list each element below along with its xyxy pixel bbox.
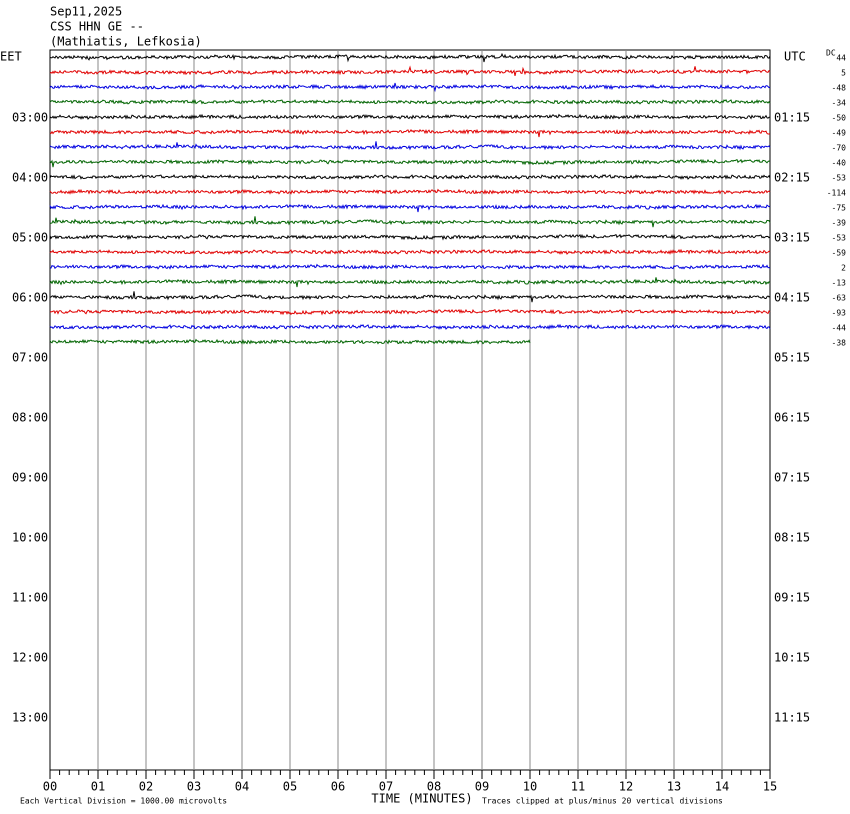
date: Sep11,2025 xyxy=(50,5,122,19)
left-hour-label: 09:00 xyxy=(12,471,48,485)
right-hour-label: 08:15 xyxy=(774,531,810,545)
right-hour-label: 07:15 xyxy=(774,471,810,485)
x-tick-label: 00 xyxy=(43,780,57,794)
scale-note: Each Vertical Division = 1000.00 microvo… xyxy=(20,797,227,806)
dc-offset: -44 xyxy=(832,324,847,333)
left-hour-label: 04:00 xyxy=(12,171,48,185)
location: (Mathiatis, Lefkosia) xyxy=(50,35,202,49)
dc-offset: -48 xyxy=(832,84,847,93)
right-hour-label: 06:15 xyxy=(774,411,810,425)
dc-offset: -114 xyxy=(827,189,846,198)
left-axis-label: EET xyxy=(0,50,22,64)
x-tick-label: 13 xyxy=(667,780,681,794)
trace xyxy=(49,188,771,195)
dc-offset: -75 xyxy=(832,204,847,213)
dc-offset: -13 xyxy=(832,279,847,288)
trace xyxy=(49,203,771,213)
trace xyxy=(49,248,771,255)
dc-offset: -53 xyxy=(832,234,847,243)
x-tick-label: 02 xyxy=(139,780,153,794)
left-hour-label: 05:00 xyxy=(12,231,48,245)
dc-offset: 5 xyxy=(841,69,846,78)
left-hour-label: 11:00 xyxy=(12,591,48,605)
x-tick-label: 07 xyxy=(379,780,393,794)
left-hour-label: 07:00 xyxy=(12,351,48,365)
trace xyxy=(49,263,771,270)
left-hour-label: 10:00 xyxy=(12,531,48,545)
right-hour-label: 04:15 xyxy=(774,291,810,305)
plot-frame xyxy=(49,49,771,771)
x-tick-label: 12 xyxy=(619,780,633,794)
station: CSS HHN GE -- xyxy=(50,20,144,34)
x-axis-label: TIME (MINUTES) xyxy=(371,792,472,806)
left-hour-label: 03:00 xyxy=(12,111,48,125)
left-hour-label: 06:00 xyxy=(12,291,48,305)
x-tick-label: 04 xyxy=(235,780,249,794)
left-hour-label: 12:00 xyxy=(12,651,48,665)
trace xyxy=(49,338,531,345)
dc-offset: -40 xyxy=(832,159,847,168)
trace xyxy=(50,216,771,228)
right-hour-label: 09:15 xyxy=(774,591,810,605)
left-hour-label: 13:00 xyxy=(12,711,48,725)
dc-offset: -38 xyxy=(832,339,847,348)
trace xyxy=(49,233,771,241)
trace xyxy=(49,291,771,303)
dc-offset: 2 xyxy=(841,264,846,273)
dc-offset: -70 xyxy=(832,144,847,153)
right-hour-label: 03:15 xyxy=(774,231,810,245)
dc-offset: -63 xyxy=(832,294,847,303)
dc-offset: -49 xyxy=(832,129,847,138)
x-tick-label: 03 xyxy=(187,780,201,794)
left-hour-label: 08:00 xyxy=(12,411,48,425)
trace xyxy=(49,174,771,180)
right-hour-label: 11:15 xyxy=(774,711,810,725)
trace xyxy=(49,158,771,168)
trace xyxy=(49,323,771,330)
dc-offset: 44 xyxy=(836,54,846,63)
trace xyxy=(49,82,771,93)
right-hour-label: 01:15 xyxy=(774,111,810,125)
trace xyxy=(49,277,771,288)
trace xyxy=(49,128,771,138)
right-hour-label: 10:15 xyxy=(774,651,810,665)
trace xyxy=(49,65,771,77)
x-tick-label: 15 xyxy=(763,780,777,794)
right-axis-label: UTC xyxy=(784,50,806,64)
trace xyxy=(49,141,771,151)
dc-offset: -93 xyxy=(832,309,847,318)
dc-offset: -59 xyxy=(832,249,847,258)
x-tick-label: 01 xyxy=(91,780,105,794)
trace xyxy=(49,52,771,63)
x-tick-label: 08 xyxy=(427,780,441,794)
trace xyxy=(49,113,770,120)
trace xyxy=(49,308,771,316)
dc-offset: -34 xyxy=(832,99,847,108)
x-tick-label: 11 xyxy=(571,780,585,794)
dc-offset: -53 xyxy=(832,174,847,183)
dc-label: DC xyxy=(826,49,836,58)
trace xyxy=(49,99,771,105)
x-tick-label: 05 xyxy=(283,780,297,794)
right-hour-label: 02:15 xyxy=(774,171,810,185)
x-tick-label: 14 xyxy=(715,780,729,794)
dc-offset: -39 xyxy=(832,219,847,228)
x-tick-label: 09 xyxy=(475,780,489,794)
dc-offset: -50 xyxy=(832,114,847,123)
clip-note: Traces clipped at plus/minus 20 vertical… xyxy=(482,797,723,806)
x-tick-label: 10 xyxy=(523,780,537,794)
right-hour-label: 05:15 xyxy=(774,351,810,365)
x-tick-label: 06 xyxy=(331,780,345,794)
